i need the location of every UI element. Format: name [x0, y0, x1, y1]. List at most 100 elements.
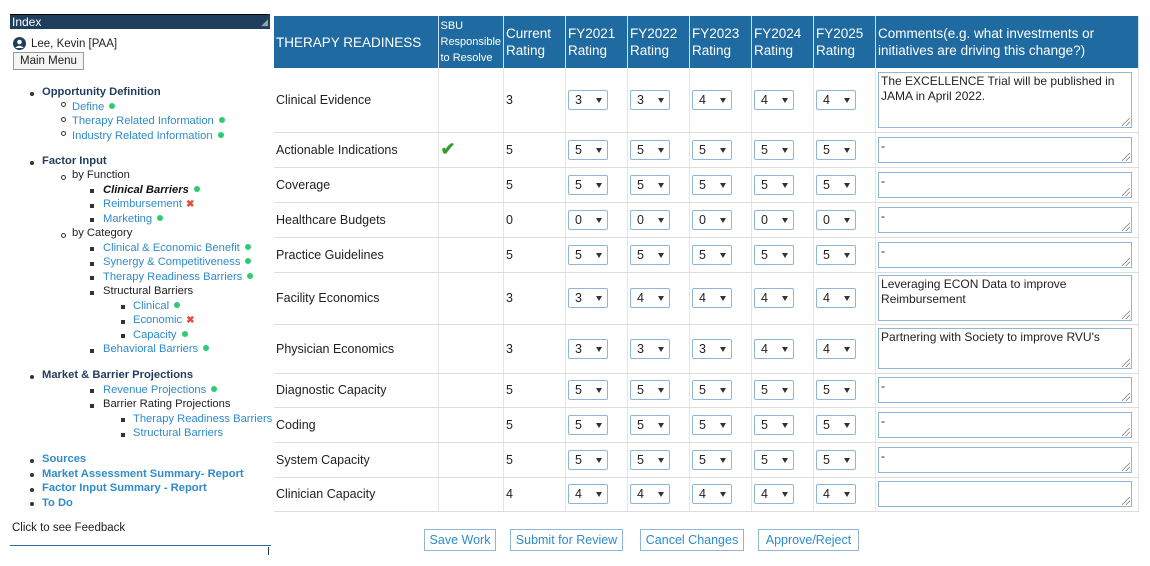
- fy2021-rating-select[interactable]: 5: [568, 244, 609, 265]
- fy2024-rating-select[interactable]: 4: [754, 484, 795, 504]
- fy2024-rating-select[interactable]: 4: [754, 89, 795, 110]
- comment-textarea[interactable]: -: [878, 241, 1133, 268]
- nav-market-barrier-projections[interactable]: Market & Barrier Projections: [42, 369, 194, 381]
- fy2022-rating-select[interactable]: 0: [630, 209, 671, 230]
- resize-grip-icon[interactable]: [1122, 257, 1131, 266]
- fy2021-rating-select[interactable]: 5: [568, 380, 609, 400]
- fy2021-rating-select[interactable]: 3: [568, 89, 609, 110]
- fy2023-rating-select[interactable]: 5: [692, 139, 733, 160]
- nav-opportunity-definition[interactable]: Opportunity Definition: [42, 86, 161, 98]
- comment-textarea[interactable]: -: [878, 446, 1133, 473]
- save-work-button[interactable]: Save Work: [424, 529, 496, 551]
- nav-to-do[interactable]: To Do: [42, 497, 73, 509]
- fy2022-rating-select[interactable]: 4: [630, 484, 671, 504]
- resize-grip-icon[interactable]: [1122, 359, 1131, 367]
- fy2022-rating-select[interactable]: 4: [630, 288, 671, 308]
- fy2023-rating-select[interactable]: 3: [692, 338, 733, 359]
- fy2022-rating-select[interactable]: 5: [630, 449, 671, 470]
- nav-therapy-readiness-barriers[interactable]: Therapy Readiness Barriers: [103, 270, 254, 284]
- comment-textarea[interactable]: Partnering with Society to improve RVU's: [878, 328, 1133, 369]
- fy2022-rating-select[interactable]: 5: [630, 414, 671, 435]
- fy2024-rating-select[interactable]: 5: [754, 244, 795, 265]
- nav-market-assessment-summary-report[interactable]: Market Assessment Summary- Report: [42, 468, 244, 480]
- submit-for-review-button[interactable]: Submit for Review: [510, 529, 623, 551]
- fy2023-rating-select[interactable]: 4: [692, 484, 733, 504]
- fy2025-rating-select[interactable]: 4: [816, 288, 857, 308]
- fy2024-rating-select[interactable]: 5: [754, 414, 795, 435]
- main-menu-button[interactable]: Main Menu: [13, 52, 84, 70]
- fy2022-rating-select[interactable]: 5: [630, 380, 671, 400]
- comment-textarea[interactable]: -: [878, 136, 1133, 163]
- nav-reimbursement[interactable]: Reimbursement ✖: [103, 198, 195, 210]
- comment-textarea[interactable]: -: [878, 171, 1133, 198]
- sbu-cell[interactable]: ✔: [438, 132, 505, 168]
- fy2025-rating-select[interactable]: 5: [816, 139, 857, 160]
- fy2024-rating-select[interactable]: 5: [754, 139, 795, 160]
- resize-grip-icon[interactable]: [1122, 117, 1131, 126]
- nav-clinical-economic-benefit[interactable]: Clinical & Economic Benefit: [103, 241, 251, 255]
- comment-textarea[interactable]: Leveraging ECON Data to improve Reimburs…: [878, 275, 1133, 321]
- fy2025-rating-select[interactable]: 5: [816, 244, 857, 265]
- fy2024-rating-select[interactable]: 5: [754, 174, 795, 195]
- sbu-cell[interactable]: [438, 202, 505, 238]
- fy2025-rating-select[interactable]: 4: [816, 484, 857, 504]
- fy2023-rating-select[interactable]: 5: [692, 414, 733, 435]
- fy2021-rating-select[interactable]: 5: [568, 449, 609, 470]
- nav-therapy-related-information[interactable]: Therapy Related Information: [72, 114, 225, 128]
- fy2025-rating-select[interactable]: 0: [816, 209, 857, 230]
- nav-industry-related-information[interactable]: Industry Related Information: [72, 129, 224, 143]
- fy2021-rating-select[interactable]: 0: [568, 209, 609, 230]
- fy2023-rating-select[interactable]: 4: [692, 288, 733, 308]
- fy2025-rating-select[interactable]: 5: [816, 449, 857, 470]
- sbu-cell[interactable]: [438, 68, 505, 133]
- approve-reject-button[interactable]: Approve/Reject: [758, 529, 859, 551]
- fy2021-rating-select[interactable]: 3: [568, 338, 609, 359]
- fy2025-rating-select[interactable]: 5: [816, 174, 857, 195]
- sbu-cell[interactable]: [438, 237, 505, 273]
- fy2021-rating-select[interactable]: 5: [568, 414, 609, 435]
- comment-textarea[interactable]: [878, 481, 1133, 507]
- fy2024-rating-select[interactable]: 0: [754, 209, 795, 230]
- resize-grip-icon[interactable]: [1122, 152, 1131, 161]
- resize-grip-icon[interactable]: [1122, 497, 1131, 505]
- fy2023-rating-select[interactable]: 5: [692, 449, 733, 470]
- fy2025-rating-select[interactable]: 5: [816, 380, 857, 400]
- resize-grip-icon[interactable]: [1122, 187, 1131, 196]
- comment-textarea[interactable]: -: [878, 206, 1133, 233]
- nav-revenue-projections[interactable]: Revenue Projections: [103, 383, 218, 397]
- fy2023-rating-select[interactable]: 5: [692, 244, 733, 265]
- sbu-cell[interactable]: [438, 407, 505, 443]
- fy2021-rating-select[interactable]: 5: [568, 139, 609, 160]
- sbu-cell[interactable]: [438, 167, 505, 203]
- nav-clinical[interactable]: Clinical: [133, 299, 181, 313]
- resize-grip-icon[interactable]: [1122, 462, 1131, 471]
- fy2024-rating-select[interactable]: 5: [754, 449, 795, 470]
- fy2023-rating-select[interactable]: 0: [692, 209, 733, 230]
- nav-behavioral-barriers[interactable]: Behavioral Barriers: [103, 342, 210, 356]
- sbu-cell[interactable]: [438, 272, 505, 325]
- fy2021-rating-select[interactable]: 4: [568, 484, 609, 504]
- cancel-changes-button[interactable]: Cancel Changes: [640, 529, 744, 551]
- fy2024-rating-select[interactable]: 4: [754, 338, 795, 359]
- fy2023-rating-select[interactable]: 5: [692, 380, 733, 400]
- fy2024-rating-select[interactable]: 4: [754, 288, 795, 308]
- fy2025-rating-select[interactable]: 4: [816, 338, 857, 359]
- fy2022-rating-select[interactable]: 5: [630, 139, 671, 160]
- nav-structural-barriers-projection[interactable]: Structural Barriers: [133, 427, 224, 439]
- nav-economic[interactable]: Economic ✖: [133, 314, 195, 326]
- resize-grip-icon[interactable]: [1122, 393, 1131, 401]
- nav-sources[interactable]: Sources: [42, 453, 87, 465]
- nav-factor-input[interactable]: Factor Input: [42, 155, 107, 167]
- fy2023-rating-select[interactable]: 4: [692, 89, 733, 110]
- fy2022-rating-select[interactable]: 3: [630, 89, 671, 110]
- comment-textarea[interactable]: -: [878, 377, 1133, 403]
- sbu-cell[interactable]: [438, 442, 505, 478]
- fy2023-rating-select[interactable]: 5: [692, 174, 733, 195]
- nav-capacity[interactable]: Capacity: [133, 328, 188, 342]
- fy2022-rating-select[interactable]: 5: [630, 174, 671, 195]
- resize-grip-icon[interactable]: [1122, 222, 1131, 231]
- fy2025-rating-select[interactable]: 4: [816, 89, 857, 110]
- feedback-link[interactable]: Click to see Feedback: [12, 522, 126, 534]
- comment-textarea[interactable]: -: [878, 411, 1133, 438]
- resize-grip-icon[interactable]: [1122, 311, 1131, 319]
